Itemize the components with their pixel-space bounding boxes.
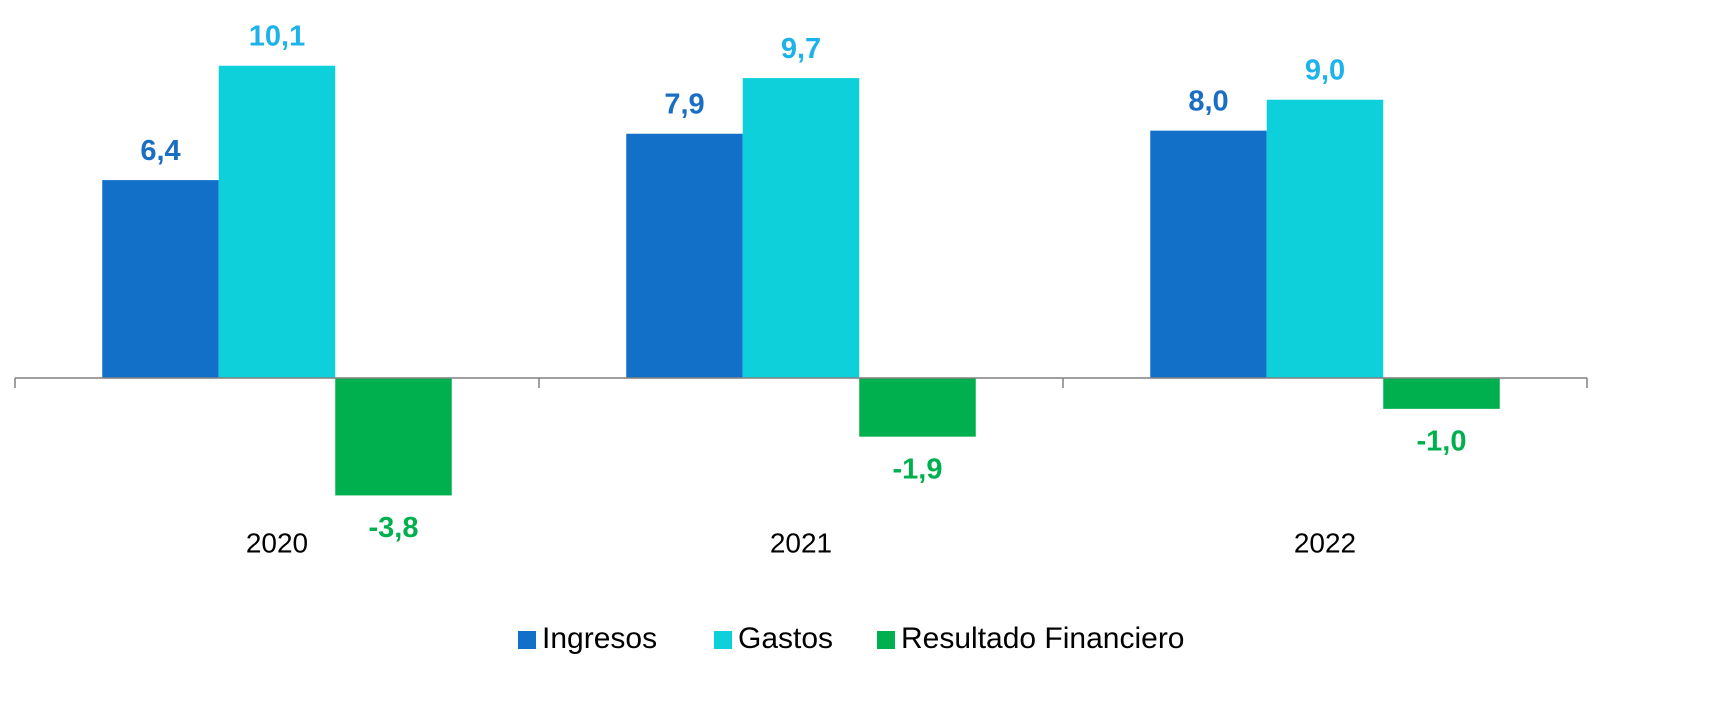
legend-swatch [877,631,895,649]
bar [102,180,219,378]
data-label: 10,1 [249,20,305,52]
legend-swatch [714,631,732,649]
bar [859,377,976,437]
legend-swatch [518,631,536,649]
data-label: 8,0 [1188,85,1228,117]
bar [335,377,452,496]
legend-label: Ingresos [542,622,657,655]
data-label: -3,8 [369,512,419,544]
bar [1383,377,1500,409]
bar [626,133,743,378]
legend-label: Gastos [738,622,833,655]
bar [1150,130,1267,378]
x-tick-label: 2021 [770,527,832,558]
bar [742,78,860,378]
legend-label: Resultado Financiero [901,622,1185,655]
bar [218,65,336,378]
x-tick-label: 2022 [1294,527,1356,558]
data-label: 6,4 [140,135,180,167]
data-label: 9,7 [781,33,821,65]
bar [1266,99,1384,378]
x-tick-label: 2020 [246,527,308,558]
data-label: 9,0 [1305,54,1345,86]
data-label: -1,9 [893,453,943,485]
data-label: 7,9 [664,88,704,120]
data-label: -1,0 [1417,426,1467,458]
